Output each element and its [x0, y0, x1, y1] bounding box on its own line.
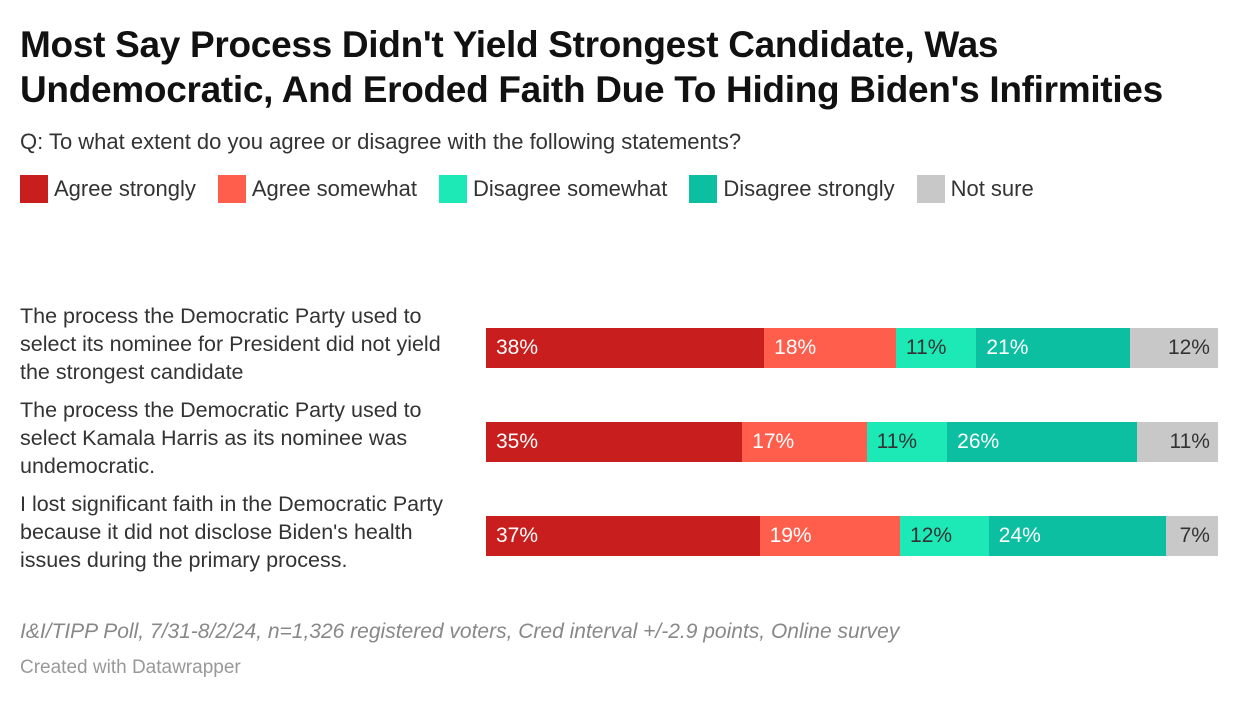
legend-label: Disagree somewhat [472, 176, 668, 201]
data-label: 26% [957, 430, 1000, 453]
bar-segment: 11% [1137, 422, 1218, 462]
bar-segment: 12% [900, 516, 989, 556]
bar-segment: 38% [486, 328, 765, 368]
stacked-bar: 38% 18% 11% 21% 12% [486, 328, 1218, 368]
bar-segment: 11% [895, 328, 977, 368]
data-label: 12% [1167, 336, 1210, 359]
data-label: 11% [876, 430, 918, 453]
bar-segment: 11% [866, 422, 948, 462]
chart-notes: I&I/TIPP Poll, 7/31-8/2/24, n=1,326 regi… [20, 620, 900, 643]
bar-segment: 26% [947, 422, 1138, 462]
bar-row: I lost significant faith in the Democrat… [20, 490, 1220, 584]
data-label: 17% [752, 430, 795, 453]
legend-label: Agree somewhat [251, 176, 417, 201]
stacked-bar: 35% 17% 11% 26% 11% [486, 422, 1218, 462]
legend-item: Disagree somewhat [438, 175, 668, 203]
bar-segment: 17% [742, 422, 867, 462]
legend-swatch [916, 175, 945, 203]
chart-subtitle: Q: To what extent do you agree or disagr… [20, 129, 742, 154]
data-label: 7% [1179, 524, 1210, 547]
chart-credit: Created with Datawrapper [20, 657, 241, 678]
chart-legend: Agree strongly Agree somewhat Disagree som… [20, 175, 1220, 203]
legend-swatch [438, 175, 467, 203]
data-label: 24% [998, 524, 1041, 547]
data-label: 21% [986, 336, 1029, 359]
category-label: The process the Democratic Party used to… [20, 304, 441, 384]
legend-swatch [217, 175, 246, 203]
bar-segment: 18% [764, 328, 896, 368]
bar-segment: 21% [976, 328, 1131, 368]
legend-item: Disagree strongly [689, 175, 895, 203]
legend-item: Not sure [916, 175, 1034, 203]
bar-segment: 7% [1166, 516, 1218, 556]
legend-swatch [689, 175, 718, 203]
bar-row: The process the Democratic Party used to… [20, 396, 1220, 490]
bar-segment: 24% [988, 516, 1167, 556]
data-label: 37% [496, 524, 539, 547]
legend-label: Not sure [950, 176, 1034, 201]
legend-label: Agree strongly [54, 176, 196, 201]
data-label: 18% [774, 336, 817, 359]
stacked-bar: 37% 19% 12% 24% 7% [486, 516, 1218, 556]
category-label: The process the Democratic Party used to… [20, 398, 422, 478]
legend-label: Disagree strongly [723, 176, 895, 201]
bar-row: The process the Democratic Party used to… [20, 302, 1220, 396]
chart-container: Most Say Process Didn't Yield Strongest … [20, 22, 1220, 572]
data-label: 19% [769, 524, 812, 547]
bar-segment: 37% [486, 516, 760, 556]
legend-item: Agree somewhat [217, 175, 417, 203]
chart-title: Most Say Process Didn't Yield Strongest … [20, 24, 1163, 110]
legend-swatch [20, 175, 48, 203]
bar-rows: The process the Democratic Party used to… [20, 302, 1220, 584]
legend-item: Agree strongly [20, 175, 196, 203]
data-label: 12% [910, 524, 953, 547]
data-label: 11% [1169, 430, 1210, 453]
category-label: I lost significant faith in the Democrat… [20, 492, 444, 572]
bar-segment: 12% [1130, 328, 1218, 368]
bar-segment: 19% [759, 516, 901, 556]
data-label: 38% [496, 336, 539, 359]
bar-segment: 35% [486, 422, 743, 462]
data-label: 11% [905, 336, 947, 359]
data-label: 35% [496, 430, 539, 453]
